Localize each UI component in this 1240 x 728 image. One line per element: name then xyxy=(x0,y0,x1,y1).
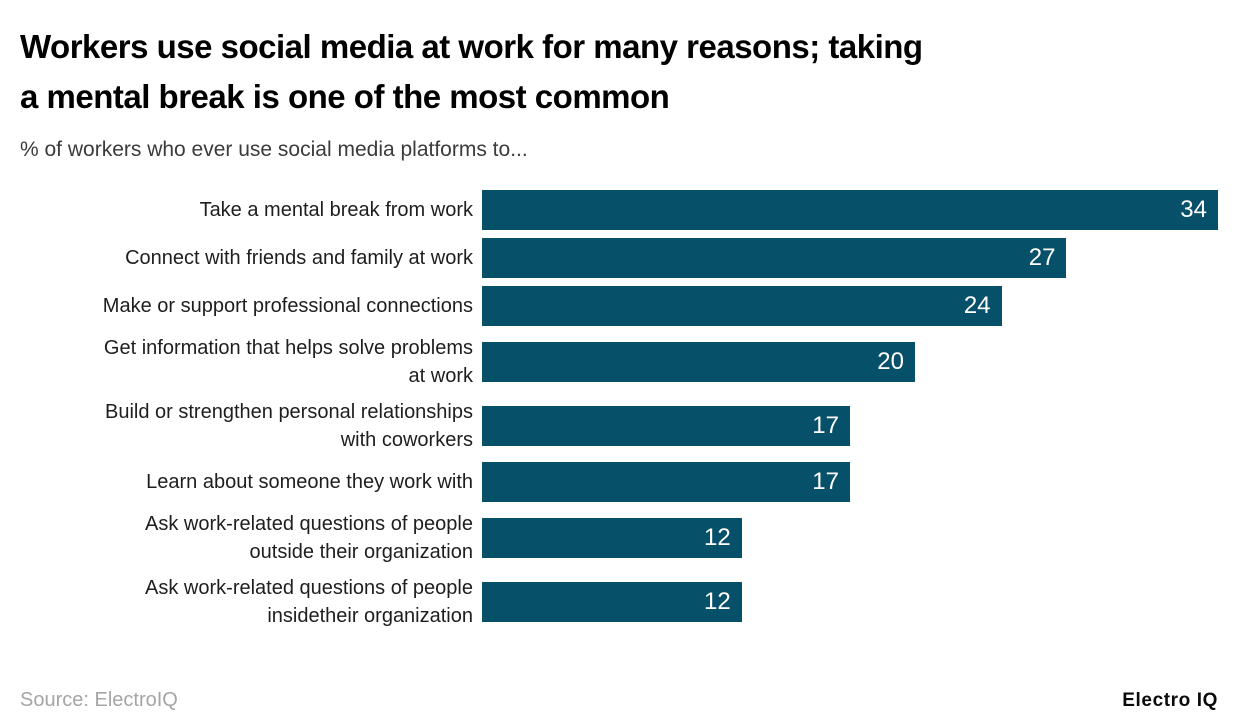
bar-area: 12 xyxy=(482,518,1218,558)
value-label: 34 xyxy=(1180,196,1207,223)
source-text: Source: ElectroIQ xyxy=(20,689,178,711)
bar: 17 xyxy=(482,406,850,446)
bar-area: 17 xyxy=(482,462,1218,502)
category-label: Connect with friends and family at work xyxy=(125,247,473,269)
chart-title: Workers use social media at work for man… xyxy=(20,28,923,115)
value-label: 27 xyxy=(1028,244,1056,271)
value-label: 12 xyxy=(704,524,731,551)
chart-row: Make or support professional connections… xyxy=(20,282,1218,330)
value-label: 17 xyxy=(812,412,839,439)
bar: 20 xyxy=(482,342,915,382)
bar: 12 xyxy=(482,582,742,622)
category-label: Build or strengthen personal relationshi… xyxy=(105,401,473,451)
bar-area: 34 xyxy=(482,190,1218,230)
bar: 34 xyxy=(482,190,1218,230)
chart-row: Take a mental break from work 34 xyxy=(20,186,1218,234)
bar-area: 17 xyxy=(482,406,1218,446)
bar-chart: Take a mental break from work 34 Connect w… xyxy=(20,186,1218,634)
chart-row: Connect with friends and family at work 2… xyxy=(20,234,1218,282)
value-label: 20 xyxy=(877,348,904,375)
value-label: 24 xyxy=(963,292,991,319)
brand-logo: Electro IQ xyxy=(1122,690,1218,711)
footer: Source: ElectroIQ Electro IQ xyxy=(20,689,1218,712)
bar-area: 27 xyxy=(482,238,1218,278)
chart-row: Ask work-related questions of people ins… xyxy=(20,570,1218,634)
category-label: Take a mental break from work xyxy=(199,199,473,221)
category-label: Get information that helps solve problem… xyxy=(103,337,473,387)
page: Workers use social media at work for man… xyxy=(20,28,1218,634)
bar: 27 xyxy=(482,238,1067,278)
chart-row: Get information that helps solve problem… xyxy=(20,330,1218,394)
bar: 12 xyxy=(482,518,742,558)
chart-row: Build or strengthen personal relationshi… xyxy=(20,394,1218,458)
category-label: Learn about someone they work with xyxy=(146,471,473,493)
category-label: Ask work-related questions of people ins… xyxy=(145,577,473,627)
category-label: Make or support professional connections xyxy=(102,295,473,317)
bar-area: 24 xyxy=(482,286,1218,326)
bar: 17 xyxy=(482,462,850,502)
value-label: 12 xyxy=(704,588,731,615)
bar-area: 12 xyxy=(482,582,1218,622)
chart-row: Learn about someone they work with 17 xyxy=(20,458,1218,506)
chart-row: Ask work-related questions of people out… xyxy=(20,506,1218,570)
chart-subtitle: % of workers who ever use social media p… xyxy=(20,138,528,161)
bar: 24 xyxy=(482,286,1002,326)
value-label: 17 xyxy=(812,468,839,495)
category-label: Ask work-related questions of people out… xyxy=(145,513,473,563)
bar-area: 20 xyxy=(482,342,1218,382)
